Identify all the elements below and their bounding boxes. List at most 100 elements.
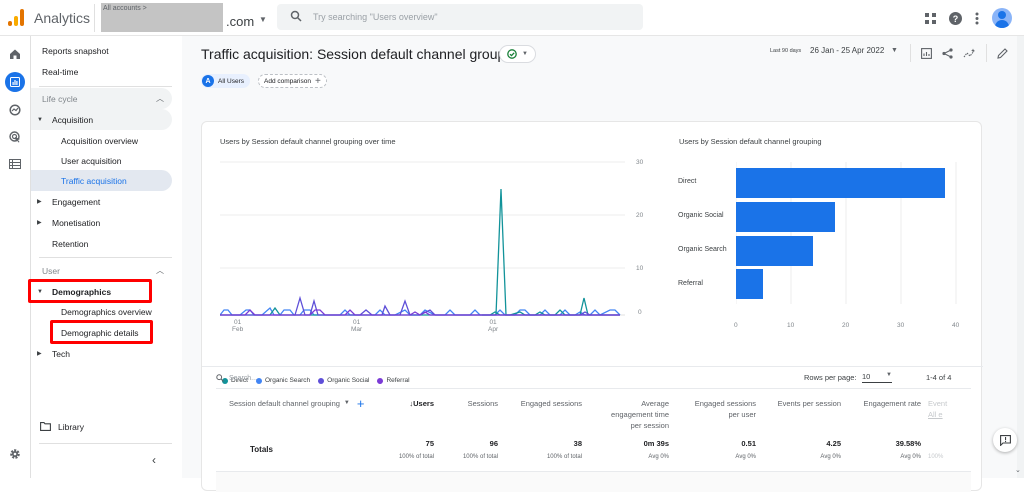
line-chart-legend: Direct Organic Search Organic Social Ref… xyxy=(222,377,410,384)
share-icon[interactable] xyxy=(942,47,953,59)
report-card: Users by Session default channel groupin… xyxy=(201,121,983,492)
divider xyxy=(216,471,971,472)
nav-acquisition-overview[interactable]: Acquisition overview xyxy=(61,135,139,146)
insights-icon[interactable] xyxy=(963,48,976,59)
apps-grid-icon[interactable] xyxy=(925,12,936,24)
header-line: Average xyxy=(641,399,669,408)
nav-section-user[interactable]: User ︿ xyxy=(31,260,172,281)
rail-advertising[interactable] xyxy=(5,127,25,147)
x-tick-month: Mar xyxy=(351,326,363,333)
chevron-up-icon: ︿ xyxy=(156,94,164,103)
bar-chart[interactable] xyxy=(736,162,961,312)
highlight-box-demographics xyxy=(28,279,152,303)
page-scrollbar[interactable] xyxy=(1017,36,1024,478)
app-title: Analytics xyxy=(34,10,91,26)
nav-demographics[interactable]: ▼ Demographics xyxy=(31,281,172,302)
collapse-nav-chevron-left-icon[interactable]: ‹ xyxy=(152,453,156,467)
scroll-down-chevron-icon[interactable]: ⌄ xyxy=(1015,467,1021,474)
nav-demographic-details[interactable]: Demographic details xyxy=(61,327,139,338)
total-events-per-session: 4.25 xyxy=(826,439,841,448)
report-status-button[interactable]: ▼ xyxy=(499,45,536,63)
legend-dot-icon xyxy=(222,377,228,384)
bar-category: Organic Social xyxy=(678,212,724,219)
header-line: per session xyxy=(630,421,669,430)
nav-realtime[interactable]: Real-time xyxy=(42,66,79,77)
header-line: Event xyxy=(928,399,948,408)
total-users-sub: 100% of total xyxy=(398,454,434,460)
table-row[interactable] xyxy=(216,472,971,492)
x-tick-month: Feb xyxy=(232,326,244,333)
nav-reports-snapshot[interactable]: Reports snapshot xyxy=(42,45,109,56)
column-header-dimension[interactable]: Session default channel grouping ▼ + xyxy=(229,396,365,411)
highlight-box-demographic-details xyxy=(50,320,153,344)
date-range-picker[interactable]: 26 Jan - 25 Apr 2022 xyxy=(810,46,885,55)
search-placeholder: Try searching "Users overview" xyxy=(313,12,438,22)
bar-category: Referral xyxy=(678,280,703,287)
column-header-sessions[interactable]: Sessions xyxy=(467,399,498,408)
rows-per-page-select[interactable]: 10 ▼ xyxy=(862,372,892,383)
search-box[interactable]: Try searching "Users overview" xyxy=(277,4,643,30)
more-vert-icon[interactable] xyxy=(975,12,979,25)
nav-traffic-acquisition[interactable]: Traffic acquisition xyxy=(31,170,172,191)
pagination-status: 1-4 of 4 xyxy=(926,373,952,382)
caret-down-icon: ▼ xyxy=(37,116,43,123)
analytics-logo-icon xyxy=(8,8,26,26)
nav-library[interactable]: Library xyxy=(40,416,84,437)
section-label: Life cycle xyxy=(42,93,78,104)
nav-monetisation[interactable]: ▶ Monetisation xyxy=(31,212,172,233)
nav-acquisition[interactable]: ▼ Acquisition xyxy=(31,109,172,130)
svg-text:?: ? xyxy=(953,14,959,24)
nav-section-lifecycle[interactable]: Life cycle ︿ xyxy=(31,88,172,109)
column-header-event-count[interactable]: Event All e xyxy=(928,398,964,420)
rail-reports[interactable] xyxy=(5,72,25,92)
rail-admin[interactable] xyxy=(5,444,25,464)
legend-item[interactable]: Organic Search xyxy=(255,377,310,384)
help-icon[interactable]: ? xyxy=(949,11,962,25)
divider xyxy=(94,4,95,32)
all-users-chip[interactable]: A All Users xyxy=(201,74,251,88)
page-title: Traffic acquisition: Session default cha… xyxy=(201,46,524,62)
feedback-button[interactable] xyxy=(993,428,1017,452)
header-label: Session default channel grouping xyxy=(229,399,340,408)
header-line: engagement time xyxy=(611,410,669,419)
rail-configure[interactable] xyxy=(5,154,25,174)
nav-tech[interactable]: ▶ Tech xyxy=(31,343,172,364)
nav-retention[interactable]: Retention xyxy=(52,238,89,249)
totals-label: Totals xyxy=(250,445,273,454)
legend-item[interactable]: Organic Social xyxy=(318,377,369,384)
property-domain[interactable]: .com xyxy=(226,14,255,29)
account-name-redacted[interactable] xyxy=(101,3,223,32)
nav-engagement[interactable]: ▶ Engagement xyxy=(31,191,172,212)
chevron-down-icon[interactable]: ▼ xyxy=(891,47,898,54)
column-header-engaged-sessions[interactable]: Engaged sessions xyxy=(520,399,582,408)
rows-per-page-value: 10 xyxy=(862,372,871,381)
legend-item[interactable]: Direct xyxy=(222,377,248,384)
table-search[interactable]: Search... xyxy=(216,374,257,382)
rail-home[interactable] xyxy=(5,44,25,64)
segment-avatar: A xyxy=(202,75,214,87)
line-chart[interactable] xyxy=(220,160,650,320)
nav-label: Traffic acquisition xyxy=(61,175,127,186)
column-header-events-per-session[interactable]: Events per session xyxy=(777,399,841,408)
chip-label: All Users xyxy=(218,77,245,85)
add-comparison-button[interactable]: Add comparison + xyxy=(258,74,327,88)
customize-report-icon[interactable] xyxy=(921,47,932,59)
list-icon xyxy=(9,159,21,169)
rail-explore[interactable] xyxy=(5,100,25,120)
chevron-down-icon[interactable]: ▼ xyxy=(259,15,267,24)
add-dimension-plus-icon[interactable]: + xyxy=(356,396,365,411)
legend-item[interactable]: Referral xyxy=(377,377,410,384)
column-header-engagement-rate[interactable]: Engagement rate xyxy=(863,399,921,408)
edit-pencil-icon[interactable] xyxy=(997,47,1008,59)
y-tick: 0 xyxy=(638,309,642,316)
total-eps-sub: Avg 0% xyxy=(820,454,841,460)
caret-right-icon: ▶ xyxy=(37,199,42,205)
column-header-engaged-sessions-per-user[interactable]: Engaged sessions per user xyxy=(672,398,756,420)
column-header-users[interactable]: ↓Users xyxy=(392,398,434,409)
account-breadcrumb[interactable]: All accounts > xyxy=(103,5,147,12)
column-header-avg-engagement-time[interactable]: Average engagement time per session xyxy=(587,398,669,431)
user-avatar[interactable] xyxy=(992,8,1012,28)
top-actions: ? xyxy=(925,7,1012,29)
nav-user-acquisition[interactable]: User acquisition xyxy=(61,155,122,166)
nav-demographics-overview[interactable]: Demographics overview xyxy=(61,306,152,317)
